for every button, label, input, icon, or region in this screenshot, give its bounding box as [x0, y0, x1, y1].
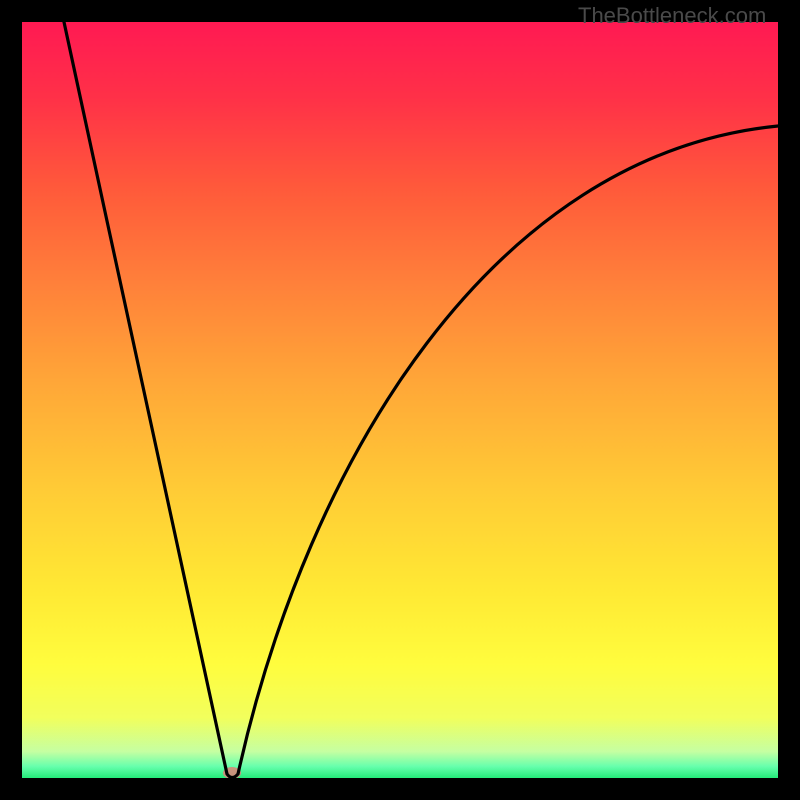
watermark-text: TheBottleneck.com	[578, 3, 766, 29]
chart-root: TheBottleneck.com	[0, 0, 800, 800]
plot-area	[22, 22, 778, 778]
curve-layer	[22, 22, 778, 778]
bottleneck-curve	[64, 22, 778, 778]
